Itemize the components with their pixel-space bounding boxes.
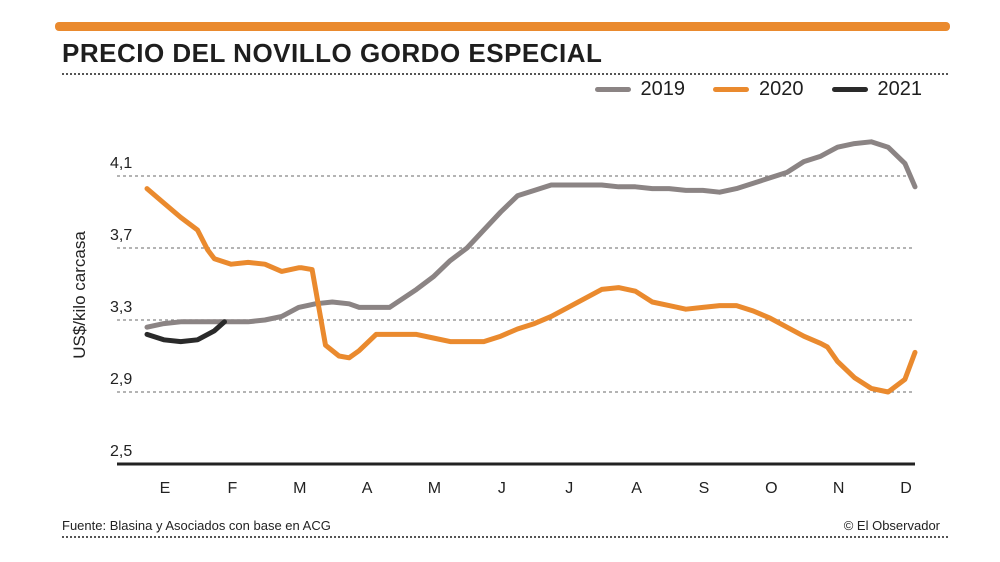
legend-swatch-2020 [713, 87, 749, 92]
legend-item-2021: 2021 [831, 78, 923, 101]
x-tick-label: M [293, 480, 306, 497]
footer-divider [62, 536, 948, 538]
y-axis-label: US$/kilo carcasa [70, 231, 89, 359]
legend-label-2021: 2021 [877, 78, 923, 100]
chart-title: PRECIO DEL NOVILLO GORDO ESPECIAL [62, 38, 603, 68]
tick-layer: 2,5 2,9 3,3 3,7 4,1 E F M A M J J A S O N D [110, 155, 912, 497]
title-divider [62, 73, 948, 75]
source-note: Fuente: Blasina y Asociados con base en … [62, 518, 331, 533]
x-tick-label: F [227, 480, 237, 497]
legend-label-2019: 2019 [640, 78, 686, 100]
y-tick-label: 2,9 [110, 371, 132, 388]
legend-swatch-2021 [831, 87, 868, 92]
x-tick-label: N [833, 480, 845, 497]
x-tick-label: J [565, 480, 573, 497]
x-tick-label: A [362, 480, 373, 497]
x-tick-label: D [900, 480, 912, 497]
x-tick-label: O [765, 480, 777, 497]
y-tick-label: 3,3 [110, 299, 132, 316]
x-tick-label: J [498, 480, 506, 497]
series-line-2019 [144, 139, 918, 330]
series-line-2021 [144, 319, 227, 345]
legend-swatch-2019 [594, 87, 631, 92]
top-accent-bar [55, 22, 950, 31]
legend-item-2019: 2019 [594, 78, 686, 101]
y-tick-label: 2,5 [110, 443, 132, 460]
series-line-2020 [144, 186, 918, 395]
x-tick-label: E [160, 480, 171, 497]
credit-note: © El Observador [843, 518, 940, 533]
x-tick-label: A [631, 480, 642, 497]
legend-label-2020: 2020 [759, 78, 804, 100]
y-tick-label: 4,1 [110, 155, 132, 172]
x-tick-label: S [699, 480, 710, 497]
series-layer [144, 139, 918, 395]
legend: 2019 2020 2021 [594, 78, 923, 101]
y-tick-label: 3,7 [110, 227, 132, 244]
x-tick-label: M [428, 480, 441, 497]
legend-item-2020: 2020 [713, 78, 804, 101]
